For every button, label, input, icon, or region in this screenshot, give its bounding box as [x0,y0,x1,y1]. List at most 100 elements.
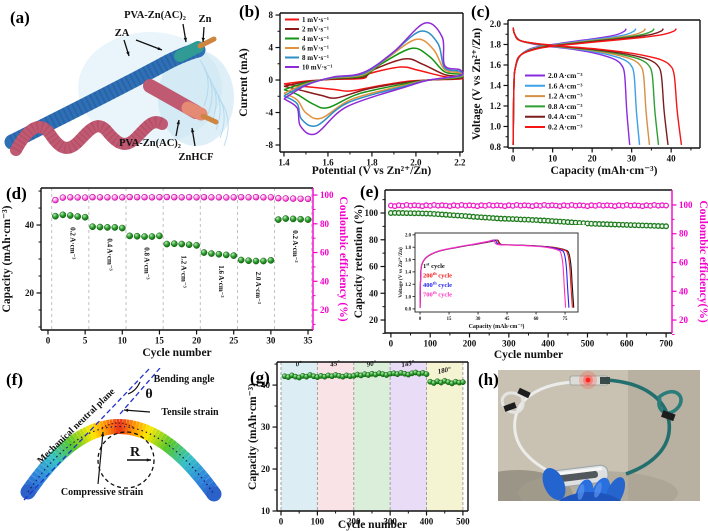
capacity-dot [118,224,126,232]
wisp [211,83,221,131]
panel-e-tag: (e) [360,182,379,201]
flexible-device-photo [498,370,700,501]
inset-cycle-curve [419,239,567,308]
angle-band [426,362,463,511]
svg-text:1.0: 1.0 [405,295,412,300]
capacity-dot [133,232,141,240]
wisp [199,59,209,107]
capacity-dot [252,257,260,265]
capacity-dot [208,250,215,257]
ce-dot [156,193,163,201]
tape-clip [503,402,517,412]
rate-label: 1.2 A·cm⁻³ [180,255,188,287]
svg-text:20: 20 [320,305,330,315]
svg-text:40: 40 [679,286,689,296]
capacity-dot [111,224,119,231]
ce-dot [289,195,297,202]
wisp [215,91,225,139]
svg-text:-4: -4 [266,108,274,118]
panel-d-rate-chart: (d) 0 5 10 15 20 25 30 35 20 40 20 40 60 80 100 0.2 A·c… [0,178,352,368]
svg-text:0: 0 [511,154,516,164]
rate-label: 0.8 A·cm⁻³ [143,247,151,279]
panel-b-cv-chart: (b) 1.4 1.6 1.8 2.0 2.2 -8 -4 0 4 8 1 mV·s⁻¹ 2 mV·s… [235,0,468,178]
photo-content [498,370,700,501]
svg-text:100: 100 [365,208,379,218]
capacity-dot [185,241,193,249]
legend-entry: 2.0 A·cm⁻³ [548,71,583,80]
ce-dot [111,194,119,201]
capacity-dot [200,249,208,256]
svg-text:2.0: 2.0 [405,234,412,239]
capacity-dot [89,223,96,231]
capacity-dot [245,257,252,265]
ce-dot [52,196,59,204]
ce-dot [74,194,81,201]
cathode-coating [181,101,208,121]
svg-text:1.8: 1.8 [405,246,412,251]
ce-dot [304,195,312,203]
label-znhcf: ZnHCF [178,152,213,163]
svg-text:45: 45 [505,317,510,322]
label-za: ZA [115,28,130,39]
svg-text:80: 80 [320,219,330,229]
neutral-plane-dotted [27,426,215,495]
rate-label: 2.0 A·cm⁻³ [254,272,262,304]
ce-dot [230,194,237,201]
svg-text:100: 100 [423,339,437,349]
ce-dot [141,193,148,201]
label-bending-angle: Bending angle [154,374,215,385]
ce-dot [185,193,193,201]
ce-dot [89,193,96,201]
capacity-dot [156,232,163,240]
svg-text:1.4: 1.4 [278,158,290,168]
panel-a-tag: (a) [10,8,30,27]
y-axis-label: Capacity (mAh·cm⁻³) [248,383,259,490]
zn-wire-tip [197,36,217,49]
svg-text:20: 20 [192,336,202,346]
capacity-dot [96,223,104,231]
svg-text:0.8: 0.8 [405,308,412,313]
cv-curve [283,22,464,136]
svg-text:4: 4 [269,43,274,53]
retention-dot [663,223,670,230]
capacity-dot [237,256,245,264]
label-pva-bottom: PVA-Zn(AC)₂ [119,138,181,149]
svg-text:500: 500 [456,517,470,527]
svg-text:20: 20 [369,315,379,325]
capacity-dot [297,215,304,223]
svg-text:0: 0 [46,336,51,346]
bending-angle-capacity-chart: 0 100 200 300 400 500 10 20 30 40 0° 45° 90° 145° 180°… [248,360,470,531]
tape-clip [517,387,531,399]
capacity-dot [267,257,275,264]
svg-text:300: 300 [502,339,516,349]
capacity-dot [126,232,134,240]
y-axis-label: Voltage (V vs Zn²⁺/Zn) [471,28,483,140]
panel-g-bending-cycling-chart: (g) 0 100 200 300 400 500 10 20 30 40 0° 45° 90° 145°… [248,360,478,531]
discharge-curve [512,27,683,146]
capacity-dot [163,240,171,248]
voltage-capacity-chart: 0 10 20 30 40 0.8 1.0 1.2 1.4 1.6 1.8 2.0 2.0 A·cm⁻³… [471,19,701,177]
svg-text:600: 600 [620,339,634,349]
capacity-dot [104,224,111,231]
svg-text:40: 40 [25,220,35,230]
svg-text:1.8: 1.8 [490,39,502,49]
svg-text:1.4: 1.4 [405,271,412,276]
ce-dot [252,193,260,201]
ce-dot [245,194,252,201]
svg-text:10: 10 [118,336,128,346]
panel-f-bending-schematic: (f) Mechanical neutral plane Bending angl… [0,368,248,531]
cv-curve [283,38,464,120]
angle-arc [127,381,141,395]
svg-text:1.4: 1.4 [490,80,502,90]
svg-text:1.6: 1.6 [405,258,412,263]
capacity-dot [460,379,466,385]
svg-text:30: 30 [627,154,637,164]
legend-entry: 1.6 A·cm⁻³ [548,81,583,90]
svg-text:15: 15 [155,336,165,346]
svg-text:15: 15 [447,317,452,322]
label-tensile: Tensile strain [161,407,219,418]
ce-dot [178,194,185,201]
ce-dot [193,194,200,201]
svg-text:1.0: 1.0 [490,121,502,131]
